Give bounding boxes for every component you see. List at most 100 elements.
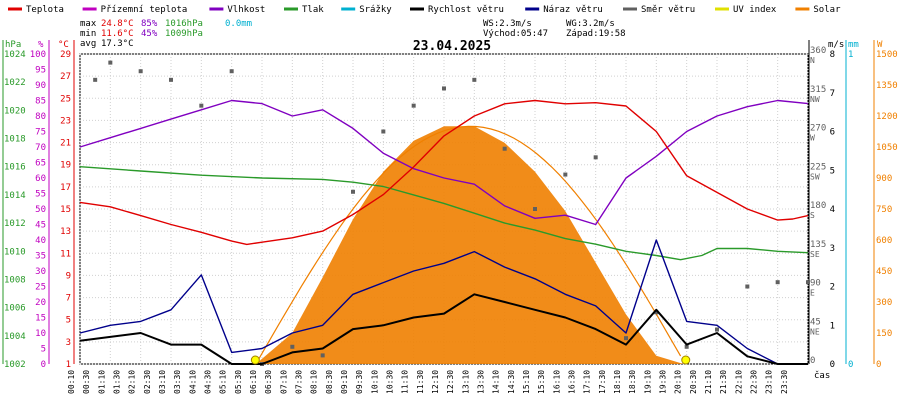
x-tick: 20:30 — [689, 370, 698, 394]
direction-tick: 315 — [810, 85, 826, 95]
x-tick: 18:30 — [628, 370, 637, 394]
ms-tick: 8 — [830, 50, 835, 60]
legend-item: Srážky — [359, 5, 392, 15]
celsius-tick: 25 — [60, 94, 71, 104]
ms-tick: 4 — [830, 205, 835, 215]
celsius-tick: 19 — [60, 161, 71, 171]
x-tick: 14:10 — [492, 370, 501, 394]
ms-tick: 0 — [830, 360, 835, 370]
x-tick: 09:30 — [355, 370, 364, 394]
chart-title: 23.04.2025 — [413, 39, 491, 54]
direction-label: SE — [810, 250, 820, 259]
x-tick: 04:10 — [188, 370, 197, 394]
hpa-tick: 1016 — [4, 163, 26, 173]
percent-tick: 70 — [35, 143, 46, 153]
legend-item: UV index — [733, 5, 777, 15]
x-tick: 21:10 — [704, 370, 713, 394]
direction-point — [624, 336, 628, 341]
direction-point — [563, 172, 568, 177]
ms-tick: 3 — [830, 244, 835, 254]
percent-tick: 15 — [35, 314, 46, 324]
hpa-tick: 1022 — [4, 78, 26, 88]
series-rychlost-větru — [79, 293, 808, 365]
direction-point — [806, 280, 810, 285]
stat-value: 1016hPa — [165, 19, 203, 29]
watt-tick: 600 — [876, 236, 892, 246]
direction-label: NW — [810, 95, 820, 104]
percent-tick: 45 — [35, 221, 46, 231]
x-tick: 06:30 — [264, 370, 273, 394]
direction-tick: 270 — [810, 124, 826, 134]
direction-point — [320, 353, 325, 358]
direction-point — [502, 146, 507, 151]
celsius-tick: 11 — [60, 249, 71, 259]
stat-value: 11.6°C — [101, 29, 134, 39]
mm-tick: 0 — [848, 360, 853, 370]
direction-label: SW — [810, 172, 820, 181]
series-náraz-větru — [79, 239, 808, 365]
legend-item: Teplota — [26, 5, 64, 15]
percent-tick: 65 — [35, 159, 46, 169]
direction-point — [169, 77, 173, 82]
percent-tick: 85 — [35, 97, 46, 107]
direction-point — [593, 155, 598, 160]
watt-tick: 1200 — [876, 112, 898, 122]
sunrise-marker — [250, 355, 260, 365]
direction-point — [411, 103, 416, 108]
direction-tick: 135 — [810, 240, 826, 250]
stat-value: avg — [80, 39, 96, 49]
x-tick: 08:10 — [310, 370, 319, 394]
x-tick: 17:10 — [583, 370, 592, 394]
direction-point — [472, 77, 477, 82]
watt-tick: 450 — [876, 267, 892, 277]
x-tick: 17:30 — [598, 370, 607, 394]
ms-tick: 5 — [830, 166, 835, 176]
watt-tick: 900 — [876, 174, 892, 184]
x-tick: 08:30 — [325, 370, 334, 394]
wind-gust-info: WG:3.2m/s — [566, 19, 615, 29]
celsius-tick: 7 — [66, 294, 71, 304]
x-tick: 11:30 — [416, 370, 425, 394]
x-tick: 20:10 — [674, 370, 683, 394]
x-tick: 03:30 — [173, 370, 182, 394]
sunset-info: Západ:19:58 — [566, 29, 626, 39]
celsius-tick: 27 — [60, 72, 71, 82]
legend-item: Solar — [813, 5, 841, 15]
direction-point — [381, 129, 386, 134]
x-tick: 11:10 — [401, 370, 410, 394]
direction-label: N — [810, 56, 815, 65]
x-tick: 04:30 — [204, 370, 213, 394]
x-tick: 21:30 — [719, 370, 728, 394]
direction-point — [138, 69, 143, 74]
x-tick: 15:10 — [522, 370, 531, 394]
stat-value: 45% — [141, 29, 158, 39]
percent-tick: 35 — [35, 252, 46, 262]
x-tick: 10:10 — [370, 370, 379, 394]
celsius-tick: 23 — [60, 116, 71, 126]
direction-label: E — [810, 289, 815, 298]
stat-value: min — [80, 29, 96, 39]
legend-item: Náraz větru — [543, 5, 603, 15]
legend-item: Tlak — [302, 5, 324, 15]
percent-tick: 5 — [41, 345, 46, 355]
direction-tick: 45 — [810, 317, 821, 327]
stat-value: 85% — [141, 19, 158, 29]
percent-tick: 80 — [35, 112, 46, 122]
hpa-tick: 1008 — [4, 275, 26, 285]
x-tick: 07:10 — [279, 370, 288, 394]
percent-tick: 25 — [35, 283, 46, 293]
direction-point — [442, 86, 446, 91]
hpa-tick: 1018 — [4, 135, 26, 145]
x-tick: 18:10 — [613, 370, 622, 394]
x-tick: 02:10 — [128, 370, 137, 394]
direction-tick: 225 — [810, 162, 826, 172]
x-tick: 00:10 — [67, 370, 76, 394]
percent-tick: 75 — [35, 128, 46, 138]
series-solar-clear-sky — [255, 125, 682, 365]
x-tick: 23:10 — [765, 370, 774, 394]
axis-unit-mm: mm — [848, 40, 859, 50]
hpa-tick: 1010 — [4, 247, 26, 257]
x-tick: 15:30 — [537, 370, 546, 394]
hpa-tick: 1012 — [4, 219, 26, 229]
